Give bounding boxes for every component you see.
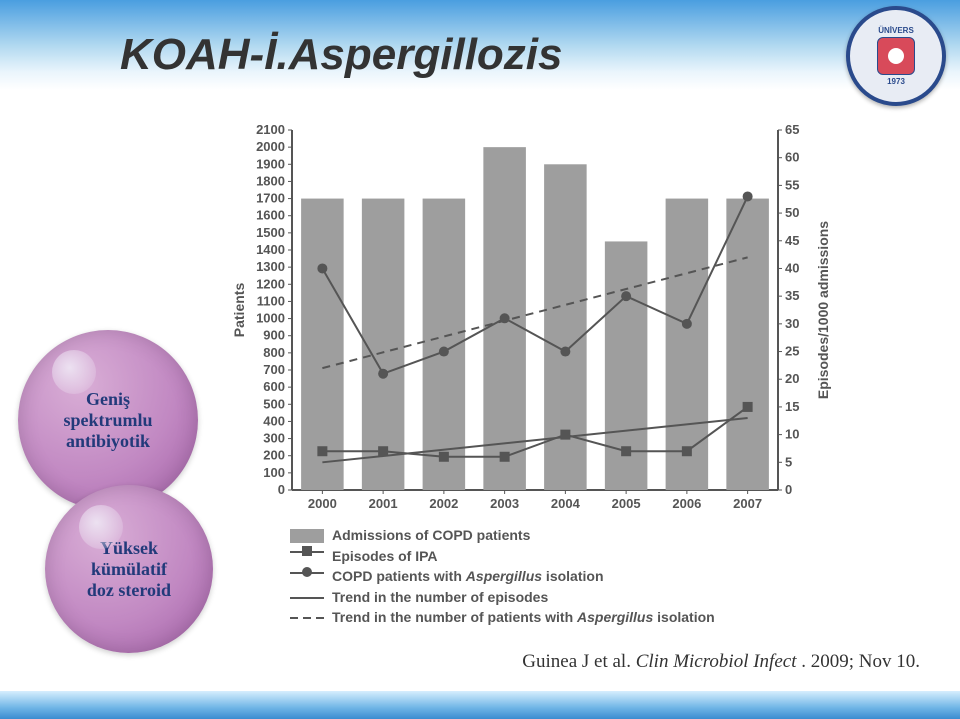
svg-text:400: 400 — [263, 413, 285, 428]
legend-label: COPD patients with Aspergillus isolation — [332, 567, 604, 587]
svg-text:5: 5 — [785, 454, 792, 469]
bubble2-line3: doz steroid — [87, 580, 171, 601]
legend-label: Admissions of COPD patients — [332, 526, 530, 546]
logo-year: 1973 — [887, 77, 905, 86]
svg-text:2003: 2003 — [490, 496, 519, 511]
logo-seal-icon — [877, 37, 915, 75]
svg-text:0: 0 — [785, 482, 792, 497]
svg-text:1200: 1200 — [256, 276, 285, 291]
svg-text:30: 30 — [785, 316, 799, 331]
legend-row: Trend in the number of episodes — [290, 588, 715, 608]
svg-text:2001: 2001 — [369, 496, 398, 511]
legend-swatch — [290, 529, 324, 543]
svg-text:15: 15 — [785, 399, 799, 414]
svg-text:1700: 1700 — [256, 191, 285, 206]
svg-text:2004: 2004 — [551, 496, 581, 511]
university-logo: ÜNİVERS 1973 — [846, 6, 946, 106]
legend-swatch — [290, 570, 324, 584]
svg-text:Episodes/1000 admissions: Episodes/1000 admissions — [815, 221, 831, 399]
svg-text:1600: 1600 — [256, 208, 285, 223]
citation: Guinea J et al. Clin Microbiol Infect . … — [522, 651, 920, 673]
citation-author: Guinea J et al. — [522, 651, 635, 672]
svg-text:1900: 1900 — [256, 156, 285, 171]
chart-svg: 0100200300400500600700800900100011001200… — [230, 120, 840, 520]
svg-text:Patients: Patients — [231, 283, 247, 338]
svg-text:1400: 1400 — [256, 242, 285, 257]
svg-text:700: 700 — [263, 362, 285, 377]
svg-text:800: 800 — [263, 345, 285, 360]
svg-text:900: 900 — [263, 328, 285, 343]
chart-legend: Admissions of COPD patientsEpisodes of I… — [290, 525, 715, 629]
bubble2-line2: kümülatif — [91, 559, 167, 580]
legend-swatch — [290, 591, 324, 605]
slide: ÜNİVERS 1973 KOAH-İ.Aspergillozis 010020… — [0, 0, 960, 719]
bubble-antibiotic: Geniş spektrumlu antibiyotik — [18, 330, 198, 510]
svg-text:1100: 1100 — [257, 293, 285, 308]
svg-text:600: 600 — [263, 379, 285, 394]
footer-gradient — [0, 691, 960, 719]
svg-text:500: 500 — [263, 396, 285, 411]
legend-label: Trend in the number of patients with Asp… — [332, 608, 715, 628]
logo-top-text: ÜNİVERS — [878, 26, 914, 35]
svg-text:1800: 1800 — [256, 173, 285, 188]
bubble1-line1: Geniş — [86, 389, 130, 410]
legend-label: Episodes of IPA — [332, 547, 438, 567]
svg-text:2100: 2100 — [256, 122, 285, 137]
svg-text:1500: 1500 — [256, 225, 285, 240]
svg-text:0: 0 — [278, 482, 285, 497]
svg-text:60: 60 — [785, 150, 799, 165]
svg-text:1300: 1300 — [256, 259, 285, 274]
svg-text:1000: 1000 — [256, 311, 285, 326]
legend-row: Trend in the number of patients with Asp… — [290, 608, 715, 628]
legend-row: Admissions of COPD patients — [290, 526, 715, 546]
svg-text:2007: 2007 — [733, 496, 762, 511]
svg-text:45: 45 — [785, 233, 799, 248]
svg-text:25: 25 — [785, 344, 799, 359]
combo-chart: 0100200300400500600700800900100011001200… — [230, 120, 840, 520]
legend-row: Episodes of IPA — [290, 547, 715, 567]
svg-text:2000: 2000 — [308, 496, 337, 511]
svg-text:2000: 2000 — [256, 139, 285, 154]
slide-title: KOAH-İ.Aspergillozis — [120, 30, 563, 80]
title-text: KOAH-İ.Aspergillozis — [120, 30, 563, 79]
svg-text:200: 200 — [263, 448, 285, 463]
svg-text:55: 55 — [785, 177, 799, 192]
bubble1-line3: antibiyotik — [66, 431, 150, 452]
svg-text:2005: 2005 — [612, 496, 641, 511]
svg-text:20: 20 — [785, 371, 799, 386]
legend-row: COPD patients with Aspergillus isolation — [290, 567, 715, 587]
svg-text:2006: 2006 — [672, 496, 701, 511]
citation-rest: . 2009; Nov 10. — [801, 651, 920, 672]
bubble1-line2: spektrumlu — [63, 410, 152, 431]
svg-text:65: 65 — [785, 122, 799, 137]
citation-journal: Clin Microbiol Infect — [636, 651, 797, 672]
legend-swatch — [290, 611, 324, 625]
legend-swatch — [290, 549, 324, 563]
bubble-steroid: Yüksek kümülatif doz steroid — [45, 485, 213, 653]
svg-text:35: 35 — [785, 288, 799, 303]
bubble-highlight — [52, 350, 96, 394]
svg-text:100: 100 — [263, 465, 285, 480]
svg-text:10: 10 — [785, 427, 799, 442]
svg-text:50: 50 — [785, 205, 799, 220]
legend-label: Trend in the number of episodes — [332, 588, 548, 608]
svg-text:2002: 2002 — [429, 496, 458, 511]
svg-text:40: 40 — [785, 260, 799, 275]
bubble-highlight — [79, 505, 123, 549]
svg-text:300: 300 — [263, 431, 285, 446]
